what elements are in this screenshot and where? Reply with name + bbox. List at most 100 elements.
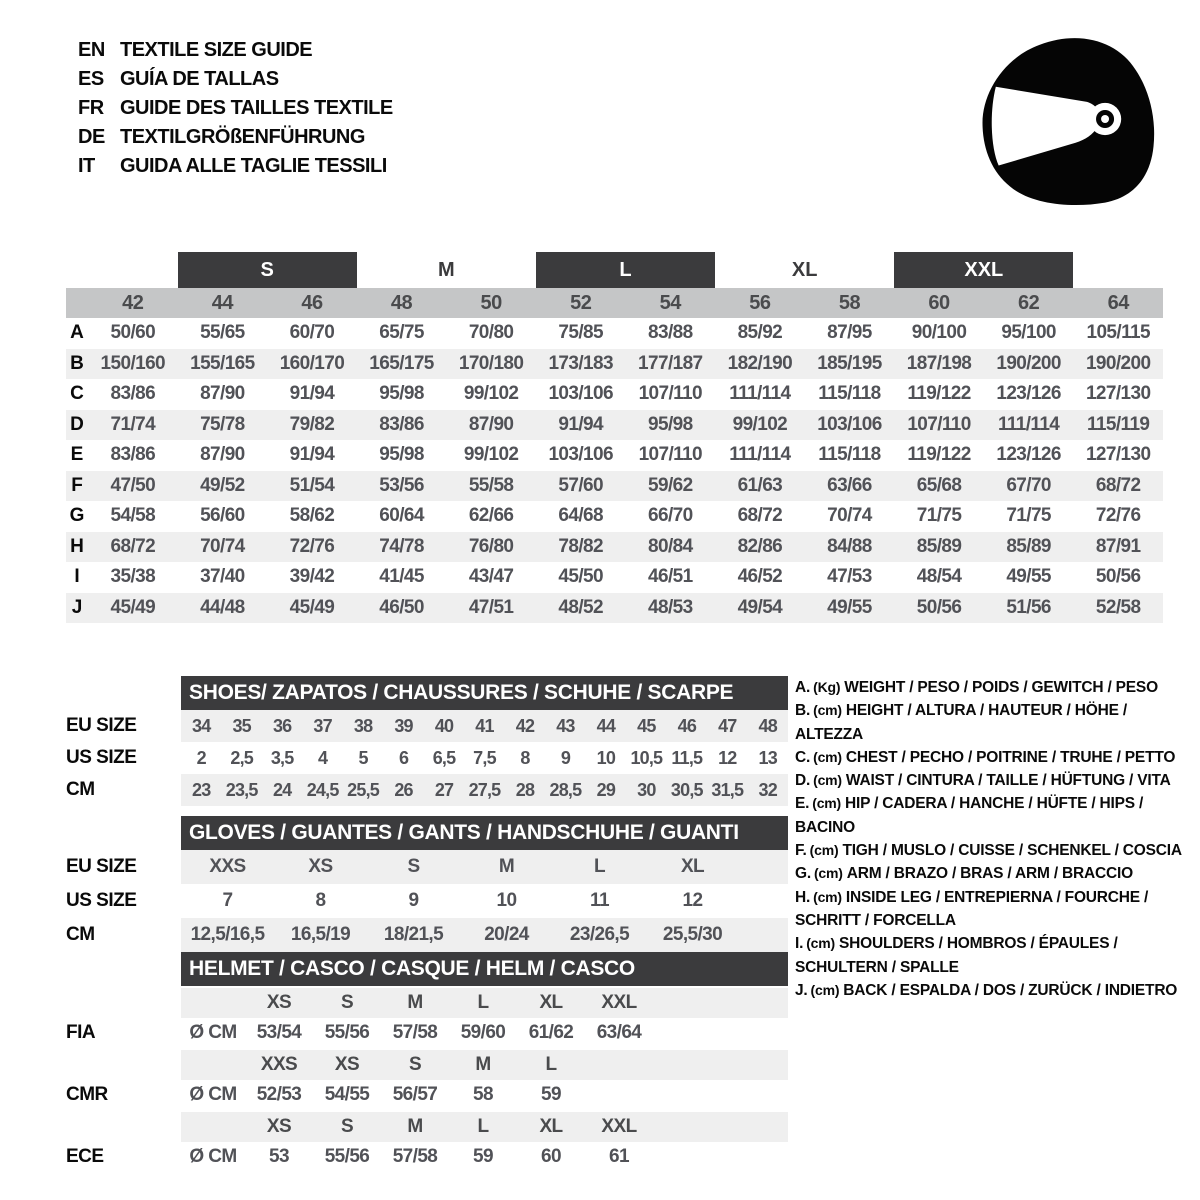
guide-title: GUIDA ALLE TAGLIE TESSILI <box>120 155 387 177</box>
row-label-eu-size: EU SIZE <box>66 715 137 736</box>
legend-text: HIP / CADERA / HANCHE / HÜFTE / HIPS / B… <box>795 795 1144 836</box>
size-column-header-row: 42 44 46 48 50 52 54 56 58 60 62 64 <box>66 288 1163 318</box>
size-cell: 185/195 <box>817 352 882 374</box>
size-cell: 47 <box>718 715 737 736</box>
size-cell: 70/74 <box>200 535 245 557</box>
size-cell: 46/51 <box>648 566 693 588</box>
size-cell: 182/190 <box>727 352 793 374</box>
table-row: CMR Ø CM 52/53 54/55 56/57 58 59 <box>66 1080 788 1110</box>
guide-title: TEXTILGRÖßENFÜHRUNG <box>120 126 365 148</box>
row-label-spacer <box>66 1050 181 1080</box>
row-values: 7 8 9 10 11 12 <box>181 884 788 918</box>
unit-spacer <box>181 988 245 1018</box>
size-cell: 123/126 <box>996 383 1061 405</box>
legend-key: A. <box>795 679 811 696</box>
language-code: FR <box>78 97 104 119</box>
guide-title: GUÍA DE TALLAS <box>120 68 279 90</box>
legend-item: A. (Kg) WEIGHT / PESO / POIDS / GEWITCH / … <box>795 676 1191 699</box>
size-cell: 25,5 <box>347 779 380 800</box>
legend-unit: (cm) <box>806 935 835 952</box>
size-cell: 12,5/16,5 <box>190 924 265 945</box>
size-group-label: XXL <box>894 252 1074 288</box>
size-column-header: 60 <box>928 291 950 314</box>
legend-item: B. (cm) HEIGHT / ALTURA / HAUTEUR / HÖHE /… <box>795 699 1191 746</box>
gloves-table-title: GLOVES / GUANTES / GANTS / HANDSCHUHE / … <box>181 816 788 850</box>
size-cell: 18/21,5 <box>383 924 444 945</box>
table-row: I 35/38 37/40 39/42 41/45 43/47 45/50 46/51 46/5… <box>66 562 1163 593</box>
size-cell: 53/56 <box>379 474 424 496</box>
size-cell: 28 <box>515 779 535 800</box>
helmet-size-header: S <box>340 1116 354 1137</box>
legend-unit: (cm) <box>812 795 842 812</box>
helmet-table-title: HELMET / CASCO / CASQUE / HELM / CASCO <box>181 952 788 986</box>
table-row: XS S M L XL XXL <box>66 988 788 1018</box>
size-cell: 105/115 <box>1086 322 1150 344</box>
size-cell: 90/100 <box>911 322 967 344</box>
size-cell: 47/51 <box>468 596 514 618</box>
size-cell: 36 <box>272 715 292 736</box>
helmet-size-header: XL <box>539 992 563 1013</box>
size-cell: 56/57 <box>392 1084 438 1105</box>
size-cell: 4 <box>318 747 328 768</box>
helmet-table-body: XS S M L XL XXL FIA Ø CM 53/54 55/56 57/58 59/60 61/… <box>66 988 788 1172</box>
size-cell: 70/80 <box>468 322 514 344</box>
size-cell: 123/126 <box>996 444 1061 466</box>
row-measure-letter: E <box>70 444 84 466</box>
legend-key: I. <box>795 935 804 953</box>
helmet-value-row: Ø CM 53 55/56 57/58 59 60 61 <box>181 1142 788 1172</box>
size-cell: 85/89 <box>1006 535 1051 557</box>
legend-text: TIGH / MUSLO / CUISSE / SCHENKEL / COSCI… <box>842 842 1182 860</box>
size-cell: 53 <box>269 1146 290 1167</box>
table-row: J 45/49 44/48 45/49 46/50 47/51 48/52 48/53 49/5… <box>66 592 1163 623</box>
legend-unit: (cm) <box>813 702 842 719</box>
size-cell: 3,5 <box>270 747 294 768</box>
size-cell: 99/102 <box>463 383 519 405</box>
size-cell: 6,5 <box>432 747 456 768</box>
table-row: CM 12,5/16,5 16,5/19 18/21,5 20/24 23/26,5 25,… <box>66 918 788 952</box>
size-cell: 115/118 <box>818 444 881 466</box>
row-measure-letter: B <box>70 352 84 374</box>
row-measure-letter: D <box>70 413 84 435</box>
size-cell: 7,5 <box>473 747 496 768</box>
legend-unit: (Kg) <box>813 679 841 695</box>
size-cell: 87/90 <box>468 413 514 435</box>
size-cell: 70/74 <box>827 505 872 527</box>
size-column-header: 58 <box>838 291 861 314</box>
legend-item: G. (cm) ARM / BRAZO / BRAS / ARM / BRACCIO <box>795 862 1191 885</box>
legend-item: I. (cm) SHOULDERS / HOMBROS / ÉPAULES / SC… <box>795 932 1191 979</box>
size-cell: 45/50 <box>558 566 603 588</box>
size-cell: 68/72 <box>110 535 156 557</box>
size-cell: 66/70 <box>648 505 693 527</box>
size-cell: 27 <box>434 779 454 800</box>
size-cell: 150/160 <box>100 352 166 374</box>
table-row: A 50/60 55/65 60/70 65/75 70/80 75/85 83/88 85/9… <box>66 318 1163 349</box>
size-cell: 63/66 <box>827 474 872 496</box>
size-cell: 29 <box>596 779 616 800</box>
helmet-size-row: XS S M L XL XXL <box>181 988 788 1018</box>
size-cell: 54/55 <box>324 1084 370 1105</box>
size-cell: 62/66 <box>468 505 514 527</box>
size-cell: 87/91 <box>1095 535 1141 557</box>
language-code: DE <box>78 126 105 148</box>
row-label-eu-size: EU SIZE <box>66 856 137 877</box>
size-cell: 55/65 <box>200 322 245 344</box>
size-cell: 46/50 <box>379 596 424 618</box>
size-column-header: 54 <box>659 291 682 314</box>
size-table-body: A 50/60 55/65 60/70 65/75 70/80 75/85 83/88 85/9… <box>66 318 1163 623</box>
size-cell: 170/180 <box>458 352 524 374</box>
size-cell: 72/76 <box>1095 505 1141 527</box>
size-cell: 99/102 <box>732 413 788 435</box>
standard-label-ece: ECE <box>66 1146 104 1167</box>
size-cell: 7 <box>222 890 234 911</box>
size-cell: 8 <box>520 747 530 768</box>
guide-title: TEXTILE SIZE GUIDE <box>120 39 313 61</box>
helmet-size-row: XXS XS S M L <box>181 1050 788 1080</box>
size-column-header: 48 <box>390 291 413 314</box>
language-row: DE TEXTILGRÖßENFÜHRUNG <box>78 123 393 152</box>
legend-text: INSIDE LEG / ENTREPIERNA / FOURCHE / SCH… <box>795 888 1149 929</box>
guide-title: GUIDE DES TAILLES TEXTILE <box>120 97 393 119</box>
language-row: EN TEXTILE SIZE GUIDE <box>78 36 393 65</box>
row-values: 2 2,5 3,5 4 5 6 6,5 7,5 8 9 10 10,5 11,5 12 13 <box>181 742 788 774</box>
size-cell: 95/98 <box>379 444 424 466</box>
size-cell: 65/68 <box>916 474 962 496</box>
